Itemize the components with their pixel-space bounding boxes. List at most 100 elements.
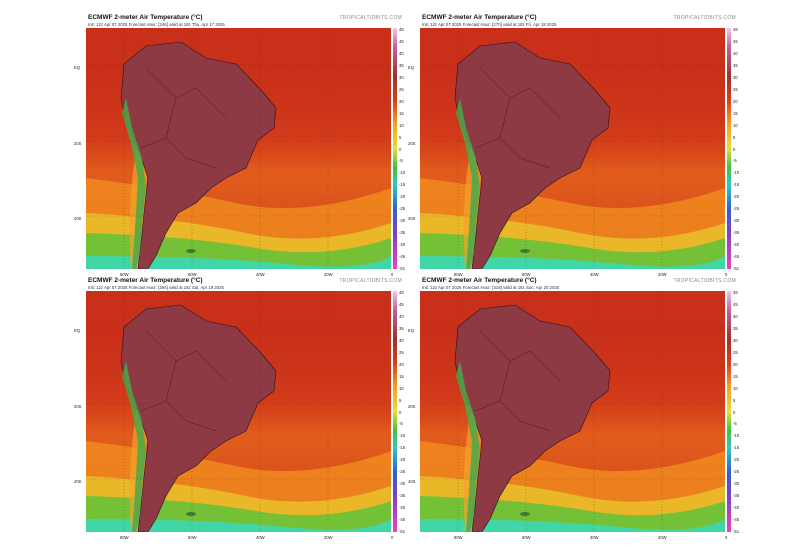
colorbar-tick-label: -25 <box>399 469 406 475</box>
andes-cool-strip <box>456 361 480 532</box>
panel-source: TROPICALTIDBITS.COM <box>339 278 402 284</box>
colorbar-tick-label: -40 <box>733 505 740 511</box>
longitude-label: 0 <box>391 272 394 277</box>
south-america-land <box>454 304 611 532</box>
forecast-panel: ECMWF 2-meter Air Temperature (°C) Init:… <box>408 14 750 277</box>
country-borders <box>474 67 561 169</box>
colorbar-tick-label: -30 <box>733 481 740 487</box>
colorbar-tick-label: 20 <box>399 361 404 367</box>
colorbar-ticks: 48 45 40 35 30 25 20 15 10 5 0 -5 -10 -15 -20 -25 -30 -35… <box>399 290 415 534</box>
panel-source: TROPICALTIDBITS.COM <box>339 15 402 21</box>
colorbar-ticks: 48 45 40 35 30 25 20 15 10 5 0 -5 -10 -15 -20 -25 -30 -35… <box>733 290 749 533</box>
colorbar-tick-label: 40 <box>399 313 404 319</box>
longitude-label: 80W <box>454 272 463 277</box>
colorbar-tick-label: -20 <box>733 457 740 463</box>
colorbar-tick-label: -25 <box>399 206 406 212</box>
colorbar-tick-label: 15 <box>399 110 404 116</box>
temperature-map <box>86 291 391 532</box>
falkland-islands <box>520 512 530 516</box>
latitude-label: EQ <box>74 328 81 333</box>
colorbar-tick-label: -15 <box>399 445 406 451</box>
longitude-label: 20W <box>324 272 333 277</box>
south-america-land <box>454 41 611 269</box>
colorbar <box>727 291 731 532</box>
forecast-panel: ECMWF 2-meter Air Temperature (°C) Init:… <box>74 277 416 540</box>
colorbar-tick-label: 0 <box>399 146 402 152</box>
band-cyan <box>420 519 725 532</box>
colorbar-tick-label: -20 <box>399 457 406 463</box>
colorbar-tick-label: 48 <box>733 27 738 32</box>
falkland-islands <box>186 512 196 516</box>
panel-source: TROPICALTIDBITS.COM <box>673 278 736 284</box>
colorbar-tick-label: 35 <box>733 325 738 331</box>
colorbar-tick-label: 35 <box>399 325 404 331</box>
colorbar-tick-label: 5 <box>733 397 736 403</box>
colorbar-tick-label: 15 <box>399 373 404 379</box>
colorbar-tick-label: 25 <box>733 86 738 92</box>
falkland-islands <box>186 249 196 253</box>
south-america-land <box>120 304 277 532</box>
colorbar-tick-label: 0 <box>733 146 736 152</box>
longitude-label: 20W <box>658 272 667 277</box>
falkland-islands <box>520 249 530 253</box>
panel-subtitle: Init: 12z Apr 07 2025 Forecast Hour: [24… <box>88 22 225 27</box>
colorbar-tick-label: 20 <box>733 98 738 104</box>
colorbar-tick-label: -30 <box>733 218 740 224</box>
colorbar-tick-label: 15 <box>733 373 738 379</box>
colorbar-tick-label: -35 <box>399 493 406 499</box>
colorbar-tick-label: -45 <box>399 254 406 260</box>
colorbar-tick-label: 5 <box>733 134 736 140</box>
map-gridlines <box>86 291 391 532</box>
colorbar-tick-label: 30 <box>733 337 738 343</box>
panel-title: ECMWF 2-meter Air Temperature (°C) <box>422 14 537 21</box>
band-cyan <box>420 256 725 269</box>
colorbar-tick-label: 48 <box>399 290 404 295</box>
longitude-label: 20W <box>658 535 667 540</box>
band-cyan <box>86 519 391 532</box>
panel-title: ECMWF 2-meter Air Temperature (°C) <box>88 277 203 284</box>
panel-subtitle: Init: 12z Apr 07 2025 Forecast Hour: [29… <box>88 285 224 290</box>
colorbar-tick-label: 10 <box>399 122 404 128</box>
longitude-label: 20W <box>324 535 333 540</box>
longitude-label: 0 <box>391 535 394 540</box>
colorbar-tick-label: -5 <box>733 421 737 427</box>
colorbar-tick-label: 35 <box>399 62 404 68</box>
longitude-label: 0 <box>725 535 728 540</box>
colorbar-tick-label: 0 <box>733 409 736 415</box>
colorbar-tick-label: -30 <box>399 218 406 224</box>
colorbar-tick-label: -15 <box>733 182 740 188</box>
longitude-label: 40W <box>256 272 265 277</box>
colorbar-tick-label: -5 <box>399 421 403 427</box>
latitude-label: 40S <box>408 216 416 221</box>
colorbar-tick-label: -45 <box>733 517 740 523</box>
longitude-label: 60W <box>522 272 531 277</box>
colorbar <box>393 28 397 269</box>
colorbar-tick-label: 45 <box>399 301 404 307</box>
colorbar-tick-label: 5 <box>399 134 402 140</box>
colorbar-tick-label: 45 <box>733 38 738 44</box>
colorbar-tick-label: -10 <box>733 433 740 439</box>
colorbar-tick-label: 25 <box>399 349 404 355</box>
colorbar-tick-label: 30 <box>399 337 404 343</box>
colorbar-tick-label: -51 <box>733 266 740 271</box>
longitude-label: 0 <box>725 272 728 277</box>
colorbar-tick-label: 10 <box>399 385 404 391</box>
colorbar-tick-label: 48 <box>733 290 738 295</box>
colorbar-tick-label: -25 <box>733 206 740 212</box>
latitude-label: 20S <box>74 141 82 146</box>
colorbar-tick-label: -10 <box>399 170 406 176</box>
map-gridlines <box>420 28 725 269</box>
colorbar-tick-label: -45 <box>733 254 740 260</box>
colorbar-tick-label: 48 <box>399 27 404 32</box>
longitude-label: 80W <box>454 535 463 540</box>
colorbar-tick-label: 45 <box>733 301 738 307</box>
colorbar-ticks: 48 45 40 35 30 25 20 15 10 5 0 -5 -10 -15 -20 -25 -30 -35… <box>399 27 415 271</box>
colorbar-tick-label: -51 <box>399 529 406 534</box>
colorbar-tick-label: 10 <box>733 385 738 391</box>
colorbar-tick-label: -5 <box>399 158 403 164</box>
colorbar-tick-label: 5 <box>399 397 402 403</box>
colorbar-tick-label: 40 <box>733 313 738 319</box>
colorbar-tick-label: -10 <box>733 170 740 176</box>
colorbar-tick-label: -51 <box>399 266 406 271</box>
latitude-label: EQ <box>74 65 81 70</box>
